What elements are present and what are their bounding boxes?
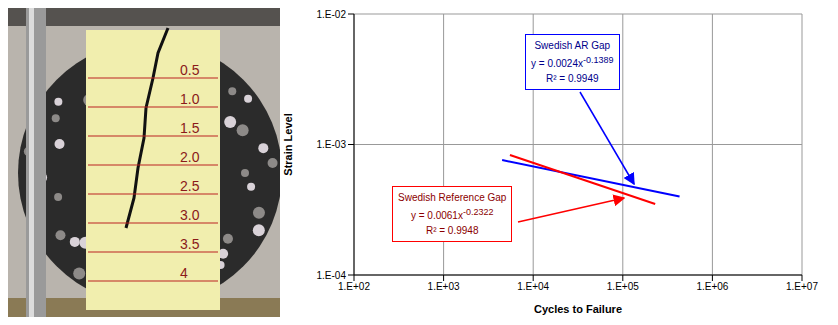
svg-text:1.E+02: 1.E+02	[338, 281, 370, 292]
html-text:R² = 0.9949: R² = 0.9949	[546, 73, 599, 85]
html-text:y = 0.0061x-0.2322: y = 0.0061x-0.2322	[410, 207, 494, 222]
html-text:Swedish AR Gap: Swedish AR Gap	[534, 40, 611, 51]
svg-text:2.5: 2.5	[180, 178, 200, 194]
html-text:R² = 0.9948: R² = 0.9948	[425, 225, 479, 237]
svg-text:1.5: 1.5	[180, 120, 200, 136]
svg-text:1.E+07: 1.E+07	[786, 281, 818, 292]
svg-text:1.E+06: 1.E+06	[696, 281, 728, 292]
svg-text:3.0: 3.0	[180, 207, 200, 223]
svg-text:1.0: 1.0	[180, 91, 200, 107]
svg-text:1.E-02: 1.E-02	[317, 9, 347, 20]
svg-text:1.E+05: 1.E+05	[607, 281, 639, 292]
svg-text:3.5: 3.5	[180, 236, 200, 252]
html-text:Swedish Reference Gap: Swedish Reference Gap	[398, 192, 507, 203]
svg-text:1.E-04: 1.E-04	[317, 270, 347, 281]
svg-text:0.5: 0.5	[180, 62, 200, 78]
svg-text:2.0: 2.0	[180, 149, 200, 165]
svg-text:Strain Level: Strain Level	[282, 113, 294, 175]
svg-text:1.E+04: 1.E+04	[517, 281, 549, 292]
svg-text:Cycles to Failure: Cycles to Failure	[534, 303, 622, 315]
svg-text:1.E+03: 1.E+03	[428, 281, 460, 292]
svg-text:4: 4	[180, 265, 188, 281]
svg-text:1.E-03: 1.E-03	[317, 139, 347, 150]
html-text:y = 0.0024x-0.1389: y = 0.0024x-0.1389	[531, 55, 614, 70]
